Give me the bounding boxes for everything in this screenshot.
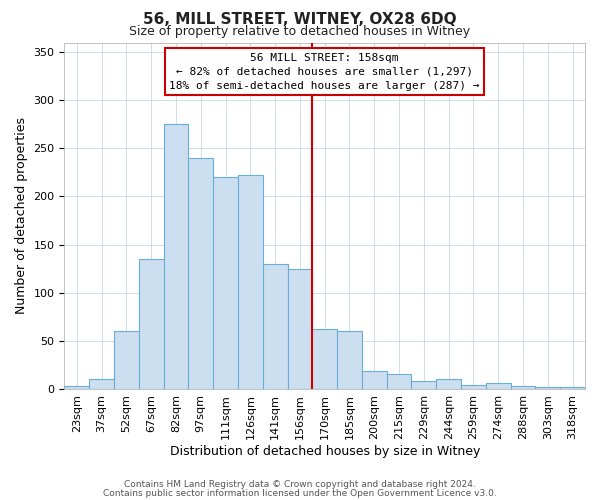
Bar [139,259,164,389]
Bar [386,374,412,389]
Bar [535,387,560,389]
Bar [436,380,461,389]
Bar [213,177,238,389]
Text: Size of property relative to detached houses in Witney: Size of property relative to detached ho… [130,25,470,38]
Bar [89,380,114,389]
Text: 56 MILL STREET: 158sqm
← 82% of detached houses are smaller (1,297)
18% of semi-: 56 MILL STREET: 158sqm ← 82% of detached… [169,53,480,91]
Bar [64,386,89,389]
Bar [337,331,362,389]
Bar [164,124,188,389]
Y-axis label: Number of detached properties: Number of detached properties [15,117,28,314]
Bar [238,176,263,389]
Bar [313,330,337,389]
Bar [511,386,535,389]
Text: 56, MILL STREET, WITNEY, OX28 6DQ: 56, MILL STREET, WITNEY, OX28 6DQ [143,12,457,28]
Bar [412,382,436,389]
Bar [263,264,287,389]
Bar [114,331,139,389]
Bar [362,370,386,389]
Text: Contains public sector information licensed under the Open Government Licence v3: Contains public sector information licen… [103,488,497,498]
X-axis label: Distribution of detached houses by size in Witney: Distribution of detached houses by size … [170,444,480,458]
Text: Contains HM Land Registry data © Crown copyright and database right 2024.: Contains HM Land Registry data © Crown c… [124,480,476,489]
Bar [486,383,511,389]
Bar [461,385,486,389]
Bar [287,268,313,389]
Bar [188,158,213,389]
Bar [560,387,585,389]
